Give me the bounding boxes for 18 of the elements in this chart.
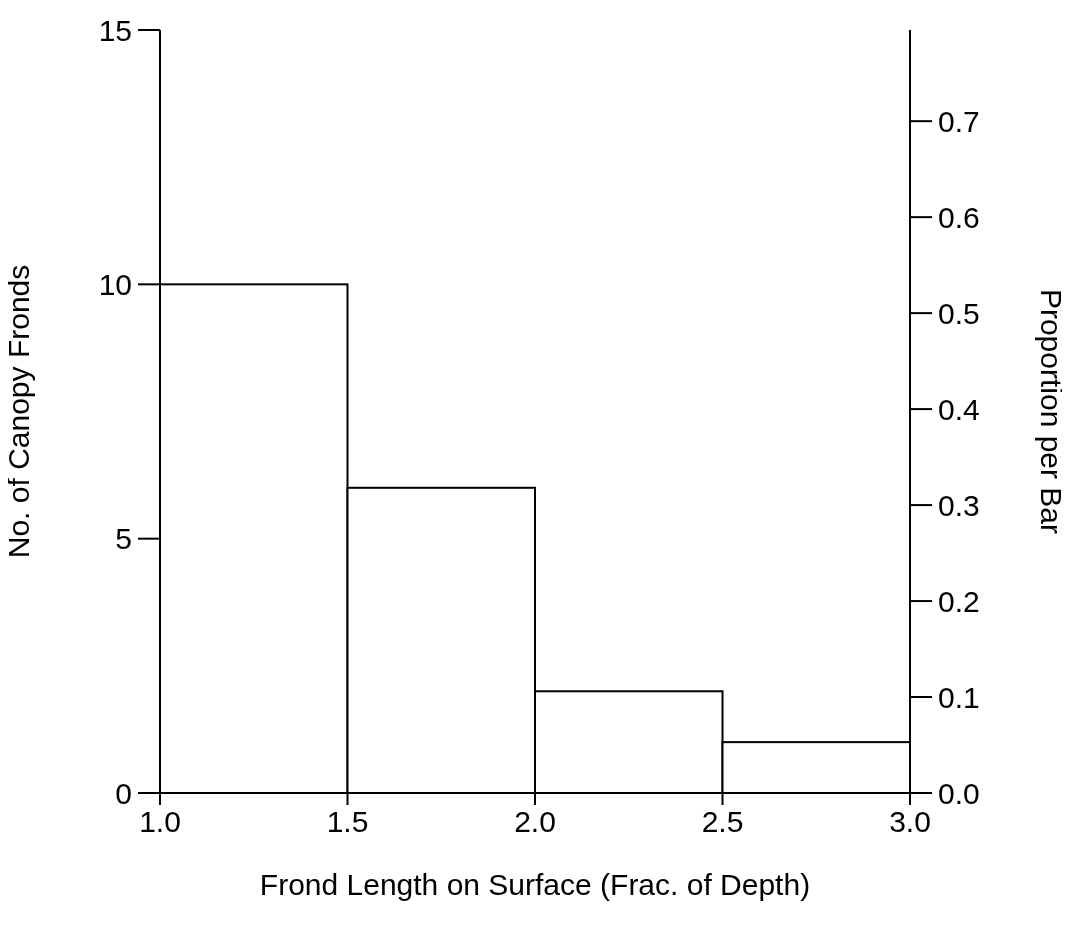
y-tick-label: 5 <box>115 522 132 556</box>
x-tick-label: 3.0 <box>889 805 931 839</box>
x-tick-label: 1.5 <box>326 805 369 839</box>
y2-tick-label: 0.4 <box>938 392 980 426</box>
y2-tick-label: 0.0 <box>938 776 980 810</box>
x-tick-label: 2.5 <box>701 805 744 839</box>
y-tick-label: 10 <box>98 267 132 301</box>
y2-tick-label: 0.7 <box>938 104 980 138</box>
y2-tick-label: 0.6 <box>938 200 980 234</box>
y-tick-label: 0 <box>115 776 132 810</box>
y2-tick-label: 0.1 <box>938 680 980 714</box>
x-axis-title: Frond Length on Surface (Frac. of Depth) <box>259 868 811 901</box>
x-tick-label: 2.0 <box>514 805 556 839</box>
y2-tick-label: 0.3 <box>938 488 980 522</box>
y2-tick-label: 0.2 <box>938 584 980 618</box>
y2-tick-label: 0.5 <box>938 296 980 330</box>
y-tick-label: 15 <box>98 13 132 47</box>
x-tick-label: 1.0 <box>139 805 181 839</box>
